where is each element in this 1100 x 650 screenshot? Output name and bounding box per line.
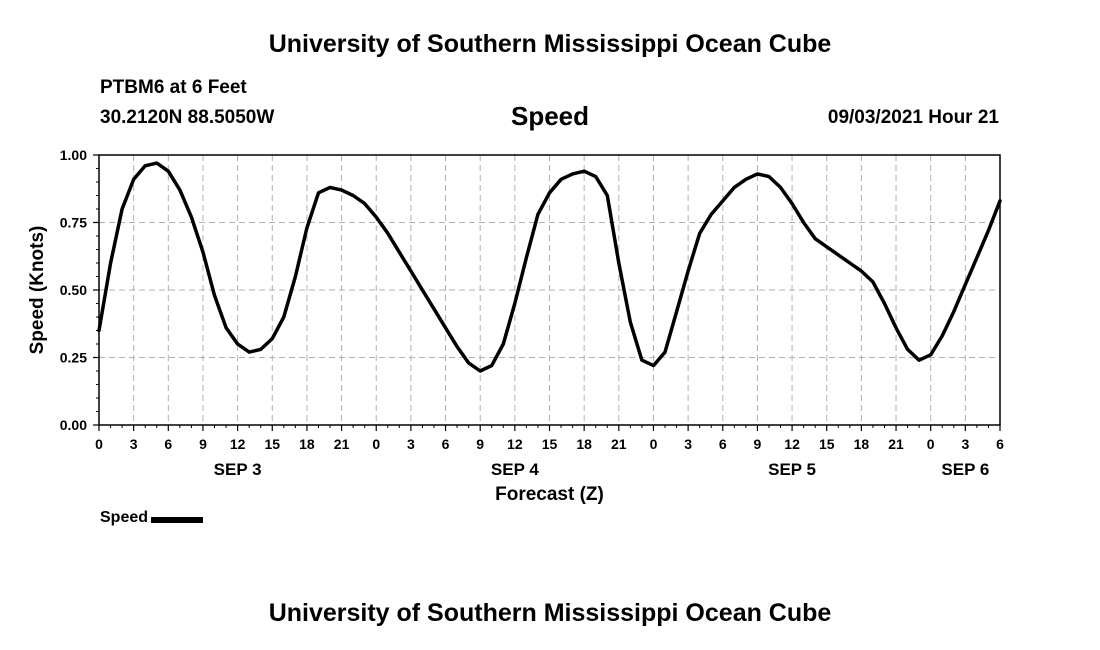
x-tick-label: 15 (542, 436, 558, 452)
x-tick-label: 6 (719, 436, 727, 452)
x-tick-label: 21 (888, 436, 904, 452)
x-tick-label: 12 (507, 436, 523, 452)
y-axis-label: Speed (Knots) (27, 226, 48, 355)
y-tick-label: 0.00 (60, 417, 87, 433)
y-tick-label: 0.75 (60, 215, 87, 231)
x-tick-label: 3 (961, 436, 969, 452)
x-tick-label: 9 (476, 436, 484, 452)
x-tick-label: 15 (819, 436, 835, 452)
footer-title: University of Southern Mississippi Ocean… (268, 599, 832, 627)
x-tick-label: 0 (650, 436, 658, 452)
day-label: SEP 3 (214, 460, 262, 479)
legend: Speed (100, 509, 204, 527)
x-tick-label: 9 (754, 436, 762, 452)
legend-swatch-speed (151, 516, 204, 523)
chart-title: Speed (510, 101, 590, 131)
x-tick-label: 18 (854, 436, 870, 452)
x-tick-label: 12 (784, 436, 800, 452)
x-tick-label: 3 (130, 436, 138, 452)
x-tick-label: 12 (230, 436, 246, 452)
x-tick-label: 3 (684, 436, 692, 452)
x-tick-label: 18 (576, 436, 592, 452)
x-tick-label: 21 (334, 436, 350, 452)
x-tick-label: 0 (927, 436, 935, 452)
legend-label: Speed (100, 509, 149, 526)
forecast-datetime: 09/03/2021 Hour 21 (827, 107, 999, 128)
day-label: SEP 6 (941, 460, 989, 479)
day-label: SEP 4 (491, 460, 539, 479)
x-tick-label: 3 (407, 436, 415, 452)
x-tick-label: 21 (611, 436, 627, 452)
x-tick-label: 6 (996, 436, 1004, 452)
header-title: University of Southern Mississippi Ocean… (268, 30, 832, 58)
x-tick-label: 6 (164, 436, 172, 452)
x-tick-label: 6 (442, 436, 450, 452)
y-tick-label: 0.25 (60, 350, 87, 366)
series-line-speed (97, 161, 1002, 373)
y-tick-label: 1.00 (60, 147, 87, 163)
day-label: SEP 5 (768, 460, 816, 479)
station-coordinates: 30.2120N 88.5050W (100, 107, 275, 128)
x-tick-label: 0 (372, 436, 380, 452)
y-tick-label: 0.50 (60, 282, 87, 298)
x-tick-label: 9 (199, 436, 207, 452)
x-tick-label: 15 (264, 436, 280, 452)
station-label: PTBM6 at 6 Feet (100, 77, 247, 98)
x-tick-label: 18 (299, 436, 315, 452)
x-axis-label: Forecast (Z) (495, 484, 604, 505)
x-tick-label: 0 (95, 436, 103, 452)
